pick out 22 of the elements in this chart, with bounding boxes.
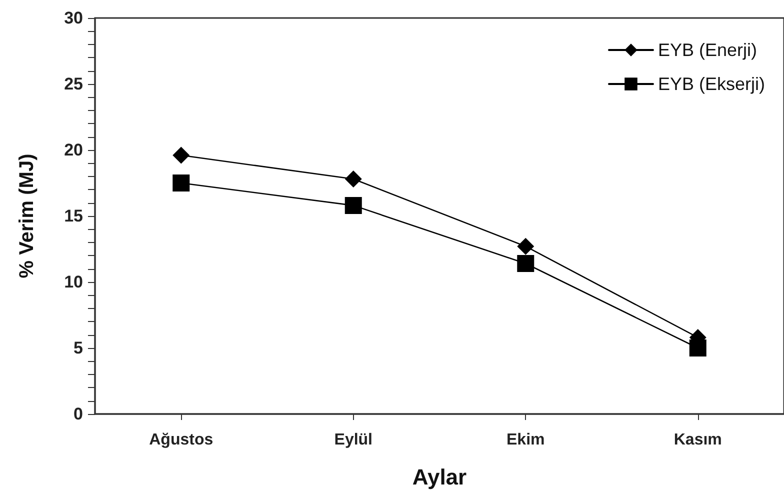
y-tick-label: 25 [64,74,83,94]
x-tick-label: Eylül [334,432,372,448]
point [517,255,534,272]
point [344,196,362,214]
y-tick-label: 5 [74,338,83,358]
y-tick-label: 30 [64,8,83,28]
y-tick-label: 20 [64,140,83,160]
point [344,170,362,188]
point [517,238,534,255]
point [689,340,706,356]
point [172,174,190,192]
y-tick-label: 0 [74,404,83,424]
x-tick-label: Kasım [674,432,722,448]
y-tick-label: 10 [64,272,83,292]
x-tick-label: Ağustos [149,432,214,448]
y-axis-title: % Verim (MJ) [16,154,38,278]
legend-label: EYB (Enerji) [658,40,758,60]
x-axis-title: Aylar [412,464,468,490]
y-tick-label: 15 [64,206,83,226]
point [172,146,190,164]
legend-label: EYB (Ekserji) [658,74,765,94]
x-tick-label: Ekim [506,432,545,448]
